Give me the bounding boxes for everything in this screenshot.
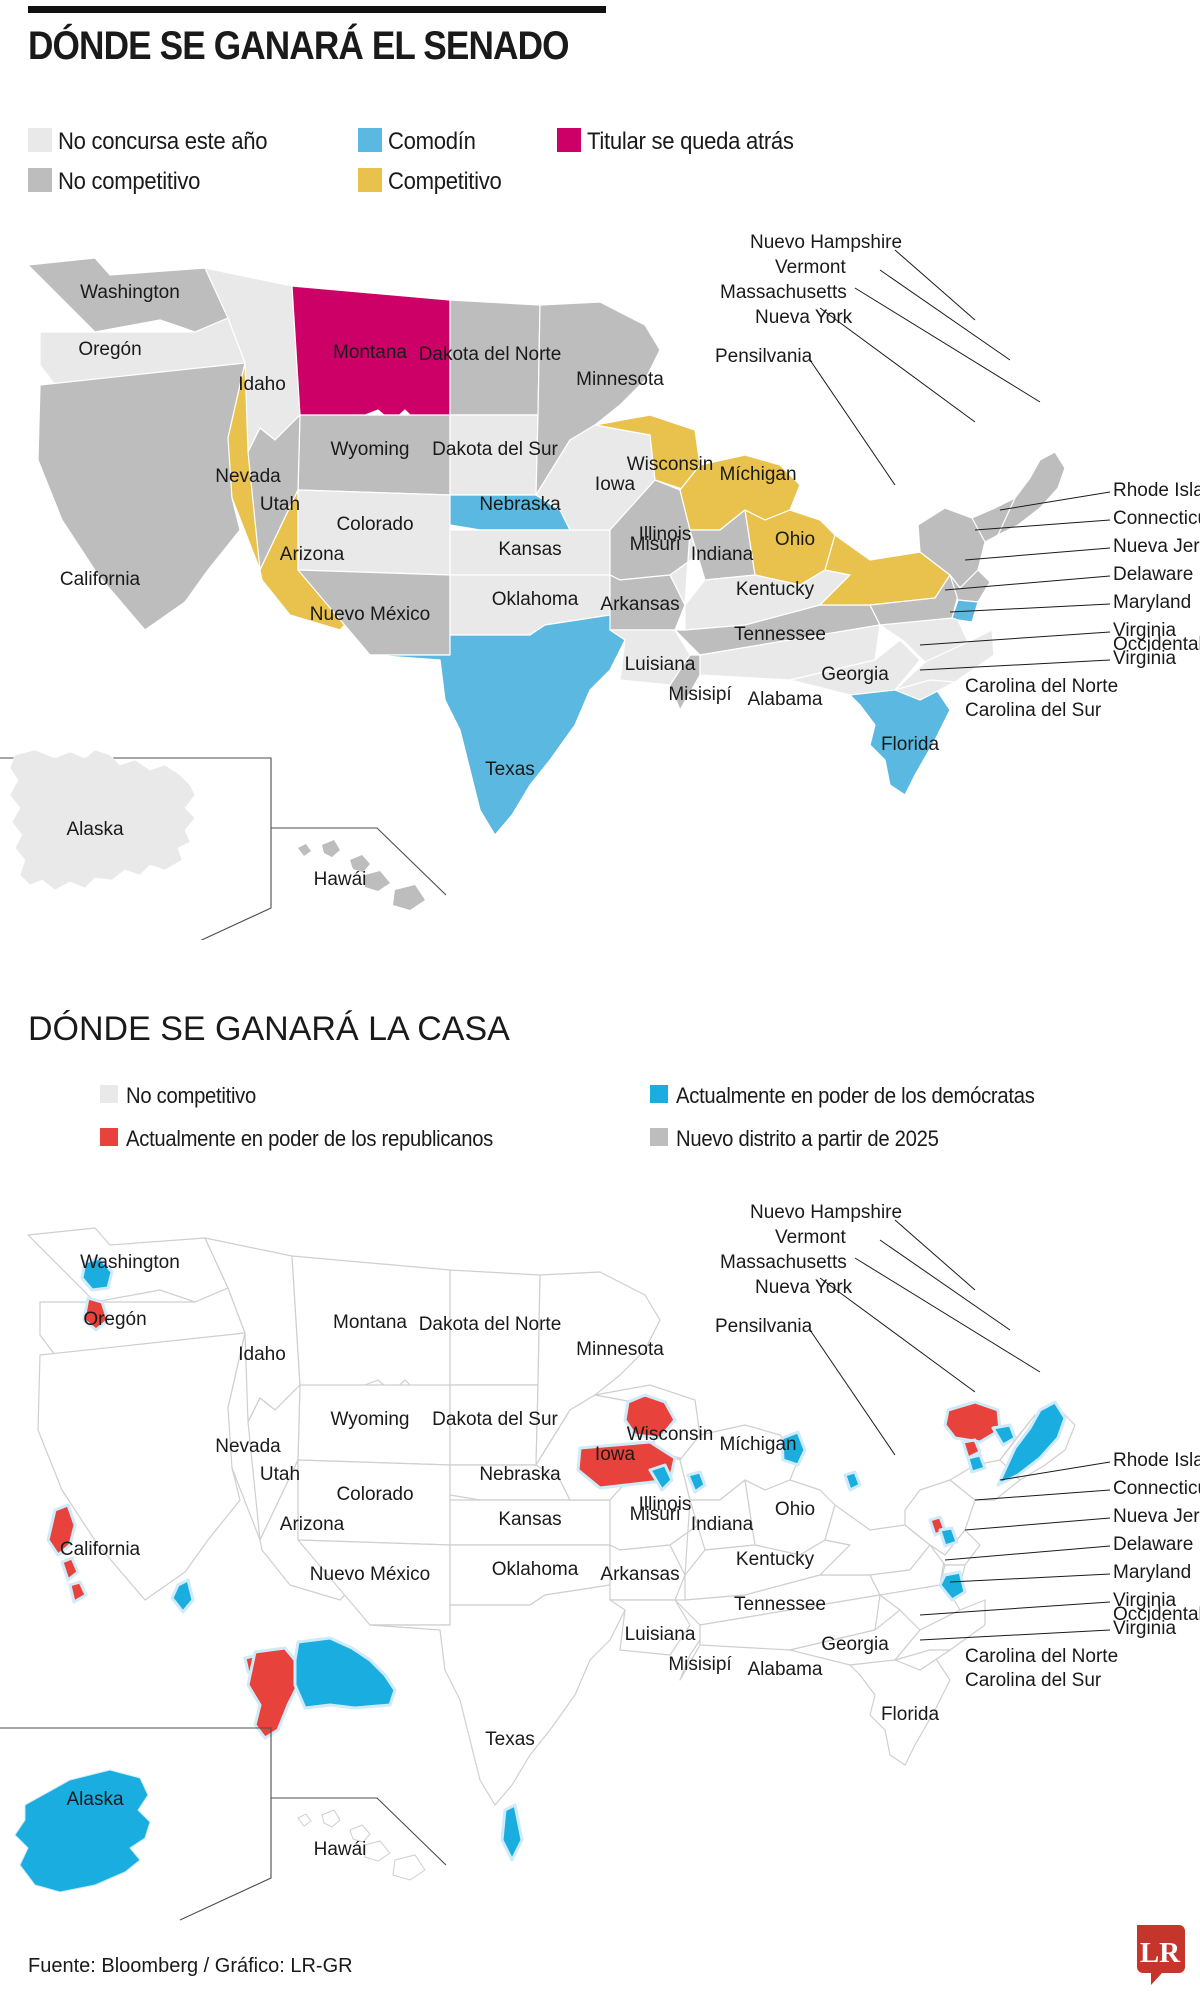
svg-text:Virginia: Virginia bbox=[1113, 1618, 1176, 1639]
svg-text:Maryland: Maryland bbox=[1113, 1562, 1191, 1583]
svg-text:Rhode Island: Rhode Island bbox=[1113, 480, 1200, 501]
svg-text:Nueva Jersey: Nueva Jersey bbox=[1113, 536, 1200, 557]
svg-text:Nueva York: Nueva York bbox=[755, 307, 853, 328]
svg-text:Virginia: Virginia bbox=[1113, 648, 1176, 669]
svg-text:Pensilvania: Pensilvania bbox=[715, 346, 813, 367]
svg-text:Carolina del Norte: Carolina del Norte bbox=[965, 676, 1118, 697]
svg-text:Maryland: Maryland bbox=[1113, 592, 1191, 613]
svg-text:LR: LR bbox=[1140, 1937, 1181, 1969]
svg-text:Nuevo Hampshire: Nuevo Hampshire bbox=[750, 1202, 902, 1223]
svg-text:Pensilvania: Pensilvania bbox=[715, 1316, 813, 1337]
svg-text:Delaware: Delaware bbox=[1113, 1534, 1193, 1555]
svg-text:Rhode Island: Rhode Island bbox=[1113, 1450, 1200, 1471]
svg-text:Nuevo Hampshire: Nuevo Hampshire bbox=[750, 232, 902, 253]
svg-text:Massachusetts: Massachusetts bbox=[720, 282, 847, 303]
svg-text:Nueva Jersey: Nueva Jersey bbox=[1113, 1506, 1200, 1527]
svg-text:Vermont: Vermont bbox=[775, 1227, 846, 1248]
svg-text:Carolina del Norte: Carolina del Norte bbox=[965, 1646, 1118, 1667]
svg-text:Connecticut: Connecticut bbox=[1113, 1478, 1200, 1499]
svg-text:Vermont: Vermont bbox=[775, 257, 846, 278]
svg-text:Nueva York: Nueva York bbox=[755, 1277, 853, 1298]
svg-text:Carolina del Sur: Carolina del Sur bbox=[965, 1670, 1102, 1691]
svg-text:Carolina del Sur: Carolina del Sur bbox=[965, 700, 1102, 721]
svg-text:Massachusetts: Massachusetts bbox=[720, 1252, 847, 1273]
svg-text:Delaware: Delaware bbox=[1113, 564, 1193, 585]
svg-text:Connecticut: Connecticut bbox=[1113, 508, 1200, 529]
